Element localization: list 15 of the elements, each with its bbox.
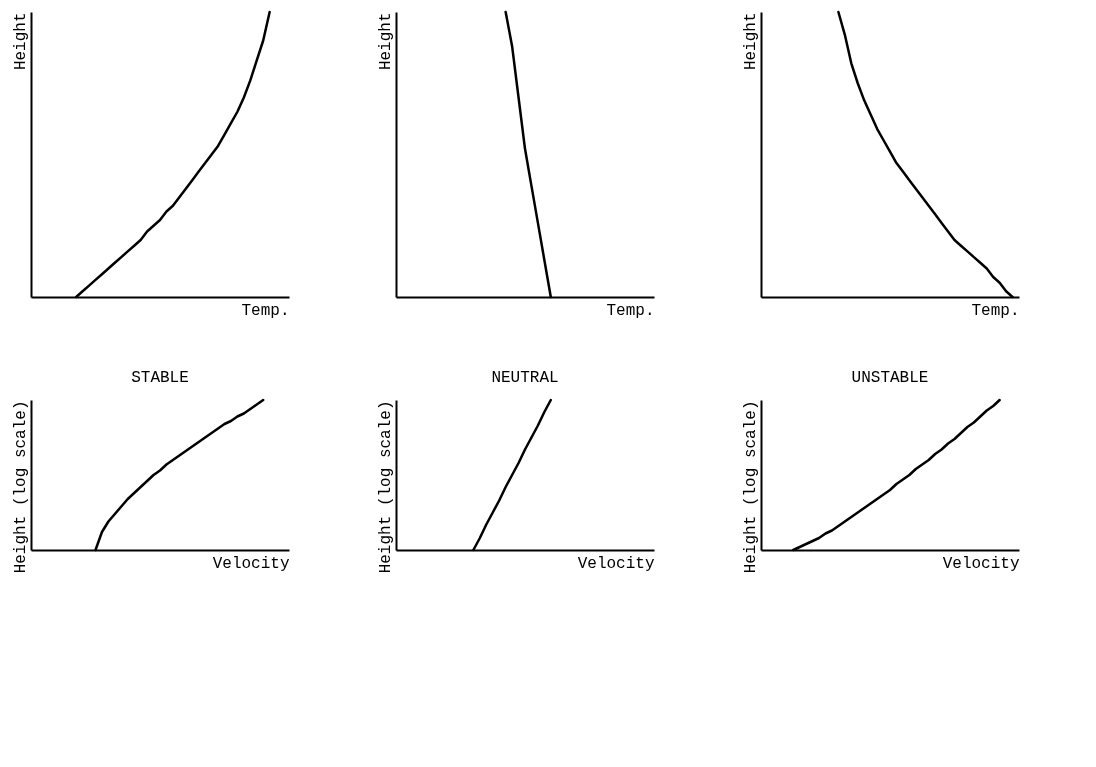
y-axis-title: Height [741, 12, 760, 71]
x-axis-title: Velocity [212, 554, 290, 573]
x-axis-title: Temp. [606, 301, 655, 320]
chart-title: STABLE [131, 368, 189, 387]
y-axis-title: Height (log scale) [376, 400, 395, 574]
x-axis-title: Velocity [942, 554, 1020, 573]
x-axis-title: Velocity [577, 554, 655, 573]
x-axis-title: Temp. [971, 301, 1020, 320]
chart-title: UNSTABLE [851, 368, 929, 387]
y-axis-title: Height (log scale) [741, 400, 760, 574]
x-axis-title: Temp. [241, 301, 290, 320]
y-axis-title: Height [376, 12, 395, 71]
y-axis-title: Height [11, 12, 30, 71]
y-axis-title: Height (log scale) [11, 400, 30, 574]
chart-title: NEUTRAL [491, 368, 559, 387]
